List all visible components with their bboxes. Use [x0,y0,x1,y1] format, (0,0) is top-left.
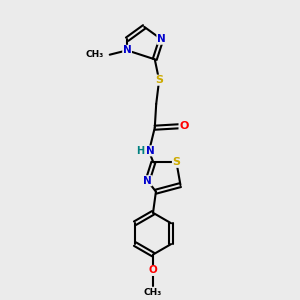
Text: CH₃: CH₃ [144,288,162,297]
Text: CH₃: CH₃ [86,50,104,59]
Text: N: N [143,176,152,186]
Text: N: N [123,45,131,55]
Text: H: H [136,146,144,156]
Text: S: S [172,157,181,167]
Text: N: N [157,34,166,44]
Text: O: O [149,266,158,275]
Text: O: O [179,121,188,131]
Text: N: N [146,146,155,156]
Text: S: S [155,75,163,85]
